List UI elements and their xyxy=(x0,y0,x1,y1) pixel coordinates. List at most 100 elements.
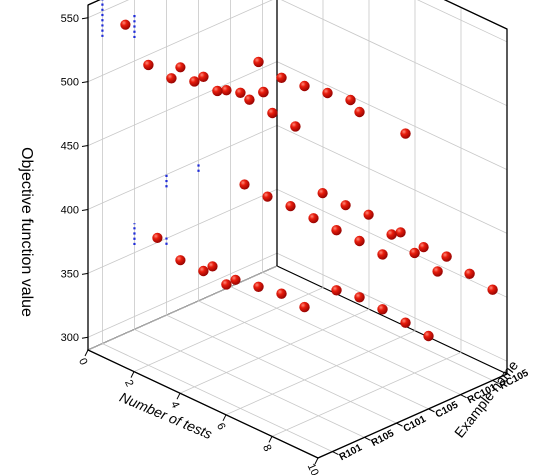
data-point xyxy=(258,86,269,98)
data-point xyxy=(230,274,241,285)
data-point xyxy=(152,232,163,243)
y-gridline xyxy=(133,0,365,438)
data-point xyxy=(207,261,218,272)
z-tick-label: 350 xyxy=(61,268,79,280)
x-tick-label: 10 xyxy=(305,462,321,475)
y-tick xyxy=(492,379,499,384)
x-gridline xyxy=(179,0,370,394)
y-tick xyxy=(428,408,435,413)
data-point xyxy=(262,191,273,202)
y-gridline xyxy=(166,0,397,424)
data-point xyxy=(276,72,287,84)
data-point xyxy=(253,281,264,292)
chart-frame xyxy=(87,0,508,459)
data-point xyxy=(308,213,319,224)
y-tick xyxy=(364,436,371,441)
data-point xyxy=(409,247,420,259)
x-tick-label: 2 xyxy=(122,378,135,389)
z-tick xyxy=(81,145,89,148)
z-tick-label: 400 xyxy=(61,204,79,216)
z-gridline xyxy=(87,0,508,43)
data-point xyxy=(290,121,301,132)
z-axis-title: Objective function value xyxy=(18,147,35,317)
data-point xyxy=(464,268,475,279)
data-points xyxy=(120,19,498,342)
x-tick xyxy=(268,436,273,443)
data-point xyxy=(354,106,365,118)
data-point xyxy=(143,59,154,71)
data-point xyxy=(418,242,429,253)
data-point xyxy=(189,76,200,87)
data-point xyxy=(432,266,443,277)
z-tick-label: 450 xyxy=(61,141,79,153)
data-point xyxy=(221,279,232,290)
data-point xyxy=(322,87,333,99)
x-gridline xyxy=(133,0,324,372)
data-point xyxy=(354,235,365,247)
data-point xyxy=(331,225,342,236)
data-point xyxy=(221,85,232,96)
x-tick-label: 6 xyxy=(214,421,227,432)
z-tick xyxy=(81,208,89,211)
data-point xyxy=(175,62,186,73)
y-tick xyxy=(332,451,339,456)
data-point xyxy=(354,292,365,303)
data-point xyxy=(400,128,411,139)
data-point xyxy=(299,80,310,92)
z-tick xyxy=(81,336,89,339)
data-point xyxy=(235,87,246,99)
data-point xyxy=(363,209,374,220)
data-point xyxy=(423,330,434,342)
data-point xyxy=(212,85,223,97)
z-tick-label: 300 xyxy=(61,332,79,344)
z-tick xyxy=(81,17,89,20)
data-point xyxy=(331,285,342,296)
data-point xyxy=(317,188,328,199)
data-point xyxy=(285,201,296,212)
data-point xyxy=(395,227,406,238)
z-tick xyxy=(81,272,89,275)
x-tick-label: 4 xyxy=(168,400,181,411)
data-point xyxy=(400,317,411,328)
data-point xyxy=(166,73,177,84)
data-point xyxy=(340,200,351,211)
x-tick-label: 8 xyxy=(260,443,273,454)
y-gridline xyxy=(198,0,429,410)
axis-frame-edge xyxy=(87,5,508,459)
y-gridline xyxy=(102,0,333,452)
data-point xyxy=(377,249,388,260)
data-point xyxy=(120,19,131,30)
data-point xyxy=(244,94,255,105)
x-tick xyxy=(84,349,89,357)
x-tick xyxy=(176,392,181,400)
x-tick-label: 0 xyxy=(76,356,89,367)
y-tick xyxy=(396,422,403,427)
data-point xyxy=(175,255,186,266)
z-gridline xyxy=(87,0,508,107)
x-tick xyxy=(222,414,227,422)
data-point xyxy=(198,71,209,83)
data-point xyxy=(299,301,310,313)
z-tick-label: 550 xyxy=(61,13,79,25)
y-gridline xyxy=(262,0,493,381)
x-tick xyxy=(314,457,319,465)
z-tick xyxy=(81,81,89,84)
axis-ticks xyxy=(81,17,499,465)
data-point xyxy=(253,56,264,68)
data-point xyxy=(276,288,287,299)
data-point xyxy=(198,265,209,277)
x-gridline xyxy=(271,7,462,437)
data-point xyxy=(267,107,278,119)
data-point xyxy=(441,251,452,262)
data-point xyxy=(377,304,388,315)
axis-frame-edge xyxy=(87,0,508,374)
data-point xyxy=(239,179,250,190)
x-gridline xyxy=(225,0,416,416)
z-tick-label: 500 xyxy=(61,77,79,89)
data-point xyxy=(386,229,397,240)
data-point xyxy=(487,284,498,295)
x-tick xyxy=(130,371,135,378)
y-tick xyxy=(460,394,467,399)
